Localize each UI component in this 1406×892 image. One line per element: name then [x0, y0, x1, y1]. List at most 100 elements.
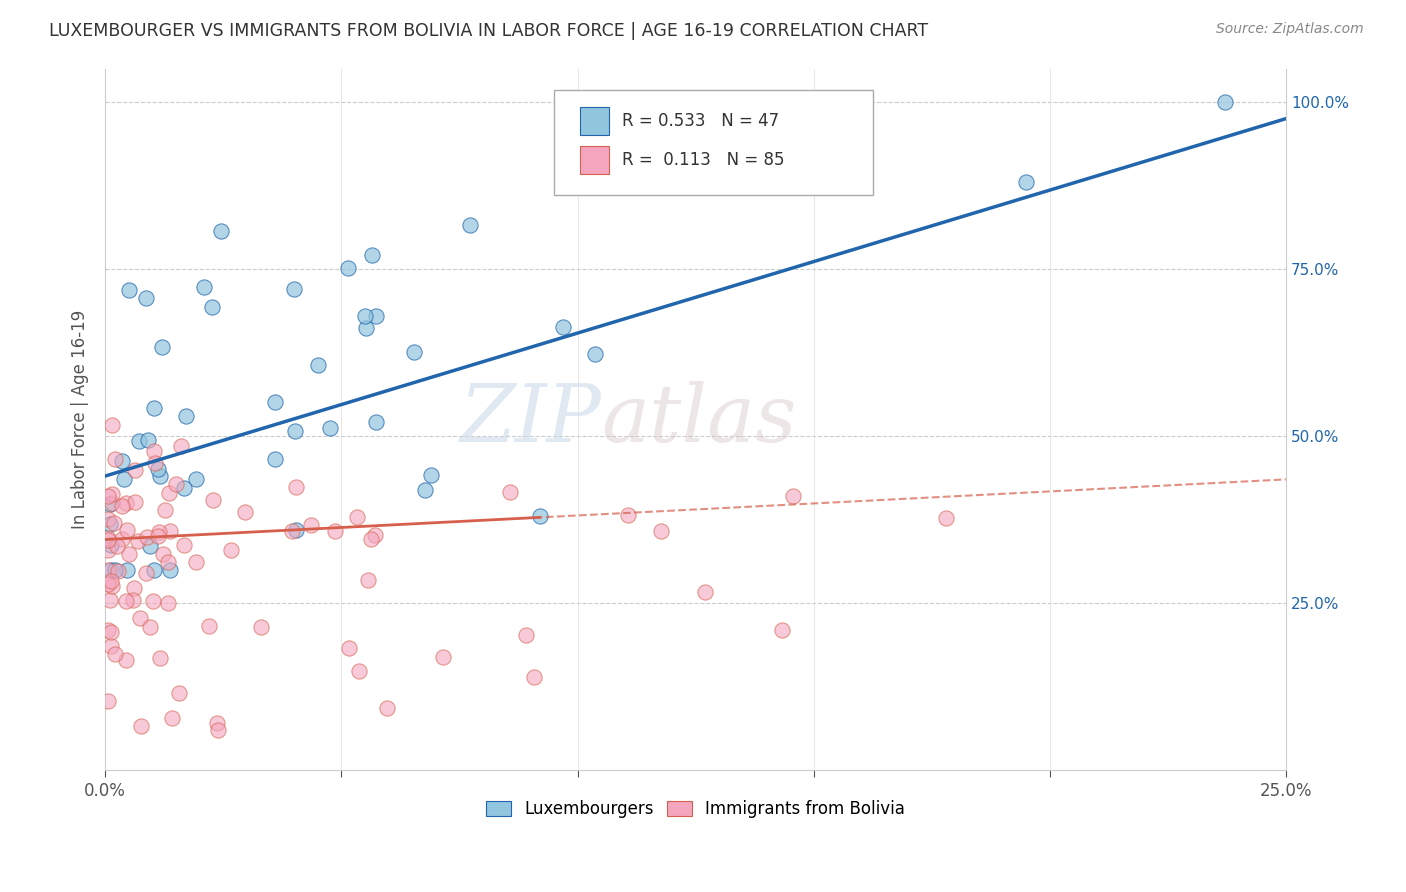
Point [124, 495, 146, 509]
Point [693, 584, 716, 599]
Point [105, 539, 128, 553]
Point [101, 417, 124, 432]
Point [432, 650, 454, 665]
Point [152, 547, 174, 561]
Point [346, 509, 368, 524]
Point [98, 516, 121, 531]
Point [583, 347, 606, 361]
FancyBboxPatch shape [579, 145, 609, 174]
Point [198, 619, 221, 633]
Point [201, 492, 224, 507]
Point [143, 563, 166, 577]
Point [142, 594, 165, 608]
Point [101, 579, 124, 593]
Point [112, 472, 135, 486]
Point [364, 309, 387, 323]
Point [148, 525, 170, 540]
Point [122, 582, 145, 596]
Point [174, 409, 197, 423]
Point [146, 462, 169, 476]
Point [173, 539, 195, 553]
Point [115, 594, 138, 608]
Point [360, 532, 382, 546]
Point [111, 533, 134, 547]
Point [143, 456, 166, 470]
Point [150, 340, 173, 354]
Point [124, 463, 146, 477]
Point [233, 505, 256, 519]
Point [139, 539, 162, 553]
Point [307, 358, 329, 372]
Point [173, 481, 195, 495]
Point [135, 566, 157, 580]
Point [149, 469, 172, 483]
Point [264, 452, 287, 467]
Point [118, 283, 141, 297]
Point [363, 527, 385, 541]
Point [515, 628, 537, 642]
Point [97, 564, 120, 578]
Point [219, 542, 242, 557]
Point [650, 524, 672, 539]
Point [103, 516, 125, 530]
Point [159, 524, 181, 539]
Point [167, 686, 190, 700]
Text: atlas: atlas [602, 381, 797, 458]
Point [111, 499, 134, 513]
Point [364, 415, 387, 429]
Point [284, 424, 307, 438]
Point [97, 694, 120, 708]
Point [100, 563, 122, 577]
Point [299, 517, 322, 532]
Point [149, 651, 172, 665]
Text: Source: ZipAtlas.com: Source: ZipAtlas.com [1216, 22, 1364, 37]
Point [782, 489, 804, 503]
Point [100, 593, 122, 607]
FancyBboxPatch shape [579, 107, 609, 136]
Point [1015, 175, 1038, 189]
Point [111, 454, 134, 468]
Point [100, 574, 122, 588]
Point [97, 577, 120, 591]
Point [97, 542, 120, 557]
Text: R =  0.113   N = 85: R = 0.113 N = 85 [623, 151, 785, 169]
Point [122, 593, 145, 607]
Point [285, 523, 308, 537]
Point [115, 653, 138, 667]
Point [935, 510, 957, 524]
Point [97, 511, 120, 525]
Point [402, 344, 425, 359]
Point [283, 282, 305, 296]
Point [264, 395, 287, 409]
Point [420, 468, 443, 483]
Point [155, 503, 177, 517]
Point [319, 421, 342, 435]
FancyBboxPatch shape [554, 89, 873, 194]
Point [156, 555, 179, 569]
Point [135, 530, 157, 544]
Point [193, 280, 215, 294]
Point [97, 533, 120, 547]
Point [115, 523, 138, 537]
Point [1213, 95, 1236, 109]
Point [97, 489, 120, 503]
Point [354, 309, 377, 323]
Point [97, 623, 120, 637]
Point [128, 434, 150, 448]
Point [156, 596, 179, 610]
Point [207, 723, 229, 737]
Point [107, 564, 129, 578]
Point [104, 563, 127, 577]
Point [498, 484, 520, 499]
Point [529, 509, 551, 524]
Point [361, 248, 384, 262]
Point [323, 524, 346, 538]
Point [201, 300, 224, 314]
Point [104, 452, 127, 467]
Text: LUXEMBOURGER VS IMMIGRANTS FROM BOLIVIA IN LABOR FORCE | AGE 16-19 CORRELATION C: LUXEMBOURGER VS IMMIGRANTS FROM BOLIVIA … [49, 22, 928, 40]
Point [356, 321, 378, 335]
Point [114, 496, 136, 510]
Point [617, 508, 640, 522]
Point [375, 701, 398, 715]
Point [159, 563, 181, 577]
